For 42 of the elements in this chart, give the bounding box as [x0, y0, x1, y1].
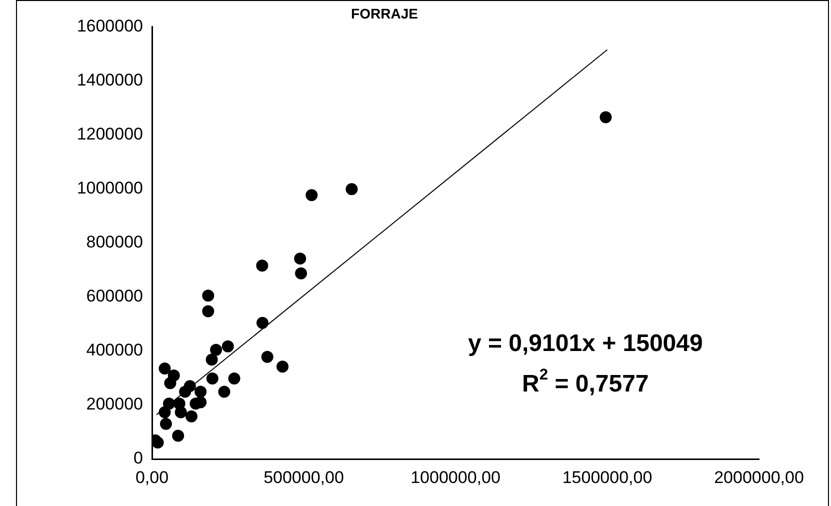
y-tick-label: 0 [134, 448, 143, 468]
point [294, 252, 306, 265]
point [160, 418, 172, 430]
point [164, 377, 176, 390]
x-tick-label: 1500000,00 [562, 468, 652, 487]
point [162, 398, 175, 410]
y-tick-label: 1600000 [76, 16, 143, 36]
y-tick-label: 1400000 [76, 70, 143, 90]
point [202, 305, 214, 318]
point [206, 372, 218, 385]
x-tick-label: 500000,00 [264, 468, 344, 487]
point [174, 406, 187, 418]
point [202, 290, 214, 302]
point [346, 183, 358, 196]
point [222, 340, 234, 352]
point [210, 344, 222, 356]
y-tick-label: 400000 [86, 340, 143, 360]
point [228, 372, 240, 385]
y-tick-label: 1000000 [76, 178, 143, 198]
point [184, 380, 196, 392]
chart-title: FORRAJE [351, 5, 418, 22]
point [306, 189, 318, 202]
x-tick-label: 1000000,00 [410, 468, 500, 487]
point [194, 386, 207, 398]
y-tick-label: 200000 [86, 394, 143, 414]
point [185, 410, 198, 422]
point [256, 316, 268, 329]
point [295, 267, 308, 280]
point [218, 386, 230, 398]
point [261, 350, 274, 363]
point [158, 362, 171, 375]
y-tick-label: 600000 [86, 286, 143, 306]
y-tick-label: 1200000 [76, 124, 143, 144]
point [276, 360, 289, 373]
point [600, 111, 612, 124]
y-tick-label: 800000 [86, 232, 143, 252]
x-tick-label: 0,00 [135, 468, 169, 487]
annotation: y = 0,9101x + 150049 [468, 330, 703, 358]
point [256, 260, 268, 272]
x-tick-label: 2000000,00 [714, 468, 804, 487]
point [172, 430, 184, 442]
point [206, 354, 218, 366]
